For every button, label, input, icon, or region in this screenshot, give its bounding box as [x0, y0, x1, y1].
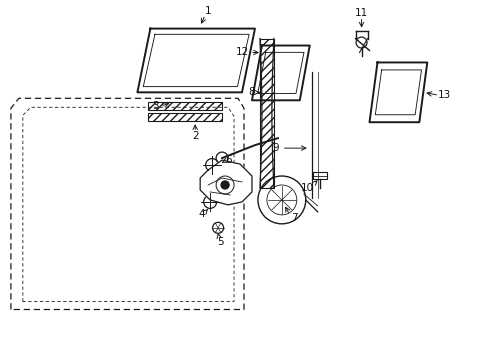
Circle shape: [221, 181, 228, 189]
Polygon shape: [148, 113, 222, 121]
Text: 7: 7: [291, 213, 298, 223]
Polygon shape: [260, 39, 273, 188]
Text: 9: 9: [272, 143, 279, 153]
Text: 3: 3: [152, 101, 158, 111]
Text: 2: 2: [191, 131, 198, 141]
Text: 12: 12: [235, 48, 248, 58]
Text: 6: 6: [224, 155, 231, 165]
Text: 4: 4: [199, 209, 205, 219]
Text: 1: 1: [204, 6, 211, 15]
Text: 11: 11: [354, 8, 367, 18]
Polygon shape: [200, 160, 251, 205]
Text: 8: 8: [248, 87, 255, 97]
Polygon shape: [312, 172, 326, 179]
Polygon shape: [148, 102, 222, 110]
Text: 10: 10: [301, 183, 314, 193]
Text: 13: 13: [437, 90, 450, 100]
Text: 5: 5: [216, 237, 223, 247]
